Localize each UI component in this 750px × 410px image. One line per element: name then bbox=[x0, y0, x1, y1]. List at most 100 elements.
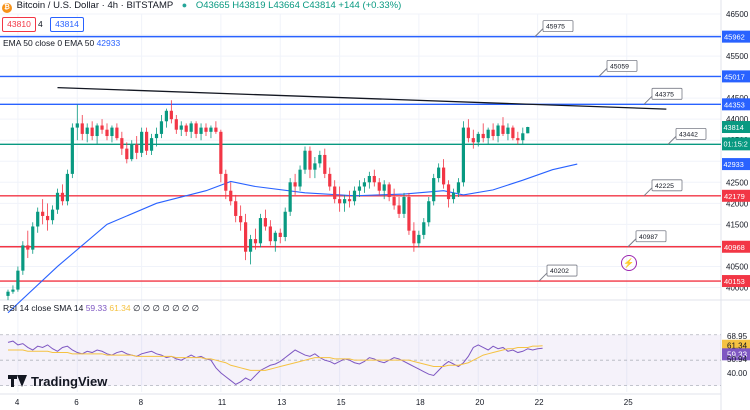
candle[interactable] bbox=[140, 131, 144, 153]
candle[interactable] bbox=[422, 222, 426, 235]
candle[interactable] bbox=[75, 123, 79, 128]
candle[interactable] bbox=[41, 211, 45, 216]
candle[interactable] bbox=[298, 169, 302, 187]
candle[interactable] bbox=[392, 197, 396, 206]
candle[interactable] bbox=[456, 182, 461, 193]
candle[interactable] bbox=[367, 175, 371, 183]
candle[interactable] bbox=[209, 127, 213, 132]
candle[interactable] bbox=[31, 226, 35, 250]
ema-legend[interactable]: EMA 50 close 0 EMA 50 42933 bbox=[3, 38, 120, 48]
sell-button[interactable]: 43810 bbox=[2, 17, 36, 32]
candle[interactable] bbox=[135, 144, 139, 153]
rsi-line[interactable] bbox=[7, 340, 543, 385]
candle[interactable] bbox=[313, 163, 317, 170]
candle[interactable] bbox=[461, 127, 465, 183]
candle[interactable] bbox=[149, 138, 154, 151]
candle[interactable] bbox=[110, 127, 114, 137]
candle[interactable] bbox=[214, 127, 218, 132]
candle[interactable] bbox=[347, 199, 352, 202]
candle[interactable] bbox=[130, 144, 134, 160]
price-callout[interactable] bbox=[606, 59, 638, 72]
candle[interactable] bbox=[219, 131, 223, 174]
candle[interactable] bbox=[229, 190, 233, 202]
candle[interactable] bbox=[303, 150, 307, 170]
candle[interactable] bbox=[333, 186, 337, 200]
candle[interactable] bbox=[357, 186, 362, 191]
candle[interactable] bbox=[451, 192, 456, 200]
candle[interactable] bbox=[204, 127, 208, 132]
candle[interactable] bbox=[402, 197, 406, 214]
buy-button[interactable]: 43814 bbox=[50, 17, 84, 32]
price-callout[interactable] bbox=[651, 179, 683, 192]
symbol-title[interactable]: Bitcoin / U.S. Dollar · 4h · BITSTAMP bbox=[16, 0, 174, 11]
candle[interactable] bbox=[248, 239, 253, 252]
candle[interactable] bbox=[308, 150, 312, 170]
candle[interactable] bbox=[184, 125, 188, 132]
price-callout[interactable] bbox=[651, 87, 683, 100]
candle[interactable] bbox=[26, 245, 30, 250]
candle[interactable] bbox=[516, 138, 520, 141]
candle[interactable] bbox=[362, 182, 366, 187]
candle[interactable] bbox=[432, 178, 436, 202]
candle[interactable] bbox=[234, 201, 238, 216]
candle[interactable] bbox=[268, 226, 272, 242]
candle[interactable] bbox=[21, 245, 25, 271]
candle[interactable] bbox=[382, 184, 386, 191]
candle[interactable] bbox=[174, 119, 178, 130]
candle[interactable] bbox=[80, 123, 84, 134]
candle[interactable] bbox=[258, 218, 263, 244]
candle[interactable] bbox=[278, 232, 282, 237]
candle[interactable] bbox=[169, 110, 173, 120]
candle[interactable] bbox=[273, 232, 277, 242]
candle[interactable] bbox=[244, 222, 248, 252]
candle[interactable] bbox=[120, 138, 124, 149]
candle[interactable] bbox=[179, 125, 183, 130]
candle[interactable] bbox=[6, 291, 10, 296]
candle[interactable] bbox=[496, 125, 500, 137]
candle[interactable] bbox=[486, 129, 490, 139]
candle[interactable] bbox=[417, 234, 421, 244]
candle[interactable] bbox=[164, 110, 168, 122]
trendline[interactable] bbox=[57, 86, 667, 110]
candle[interactable] bbox=[46, 215, 50, 221]
rsi-ma-line[interactable] bbox=[8, 345, 543, 371]
rsi-legend[interactable]: RSI 14 close SMA 14 59.33 61.34 ∅ ∅ ∅ ∅ … bbox=[3, 303, 199, 314]
candle[interactable] bbox=[11, 289, 15, 292]
candle[interactable] bbox=[145, 131, 149, 151]
candle[interactable] bbox=[491, 129, 495, 137]
candle[interactable] bbox=[60, 192, 65, 202]
candle[interactable] bbox=[511, 127, 515, 139]
candle[interactable] bbox=[471, 138, 475, 143]
candle[interactable] bbox=[105, 129, 109, 137]
candle[interactable] bbox=[70, 127, 74, 174]
candle[interactable] bbox=[16, 270, 20, 290]
candle[interactable] bbox=[283, 211, 287, 237]
candle[interactable] bbox=[115, 127, 119, 139]
candle[interactable] bbox=[397, 205, 401, 214]
candle[interactable] bbox=[442, 167, 446, 185]
price-callout[interactable] bbox=[542, 20, 574, 33]
candle[interactable] bbox=[199, 127, 203, 134]
candle[interactable] bbox=[328, 173, 332, 187]
price-callout[interactable] bbox=[675, 127, 707, 140]
candle[interactable] bbox=[90, 127, 94, 137]
candle[interactable] bbox=[338, 199, 342, 204]
candle[interactable] bbox=[65, 173, 69, 202]
candle[interactable] bbox=[521, 133, 525, 141]
candle[interactable] bbox=[372, 175, 376, 183]
candle[interactable] bbox=[263, 218, 267, 227]
candle[interactable] bbox=[194, 123, 198, 134]
candle[interactable] bbox=[481, 133, 485, 139]
candle[interactable] bbox=[387, 184, 391, 198]
candle[interactable] bbox=[85, 127, 89, 134]
candle[interactable] bbox=[377, 182, 381, 191]
candle[interactable] bbox=[476, 133, 480, 143]
price-callout[interactable] bbox=[546, 264, 578, 277]
candle[interactable] bbox=[293, 182, 297, 187]
candle[interactable] bbox=[154, 133, 159, 139]
candle[interactable] bbox=[352, 190, 357, 202]
candle[interactable] bbox=[407, 197, 411, 231]
candle[interactable] bbox=[437, 167, 441, 179]
candle[interactable] bbox=[446, 184, 451, 200]
